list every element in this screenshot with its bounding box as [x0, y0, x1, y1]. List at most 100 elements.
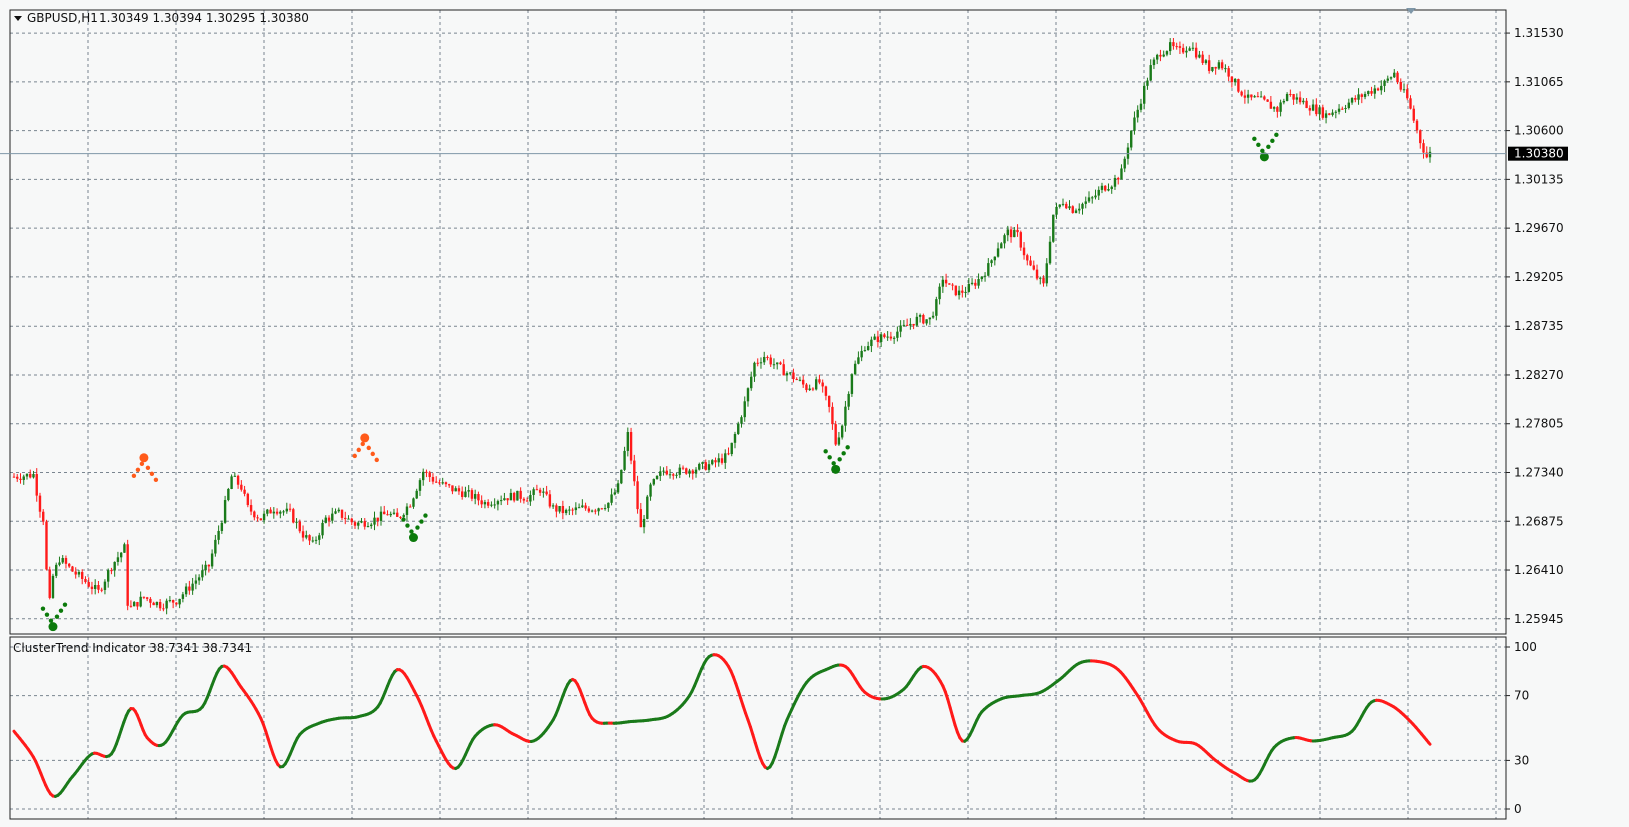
candle-body [522, 498, 526, 501]
candle-body [74, 571, 77, 575]
candle-body [977, 279, 980, 286]
candle-body [197, 577, 201, 581]
price-tick-label: 1.30135 [1514, 172, 1564, 186]
candle-body [1094, 195, 1097, 198]
candle-body [555, 505, 558, 512]
candle-body [1337, 108, 1341, 112]
candle-body [116, 557, 120, 562]
signal-dot [401, 517, 406, 522]
candle-body [1341, 108, 1344, 110]
candle-body [145, 597, 149, 599]
candle-body [1425, 152, 1428, 158]
candle-body [1419, 130, 1422, 144]
candle-body [1194, 47, 1198, 58]
candle-body [964, 291, 967, 293]
candle-body [77, 572, 81, 575]
candle-body [1207, 60, 1211, 71]
candle-body [1104, 185, 1107, 191]
candle-body [318, 535, 321, 540]
signal-dot [44, 612, 50, 617]
candle-body [704, 462, 707, 470]
signal-dot [370, 451, 375, 457]
candle-body [509, 492, 513, 501]
candle-body [772, 364, 776, 366]
candle-body [626, 432, 630, 451]
buy-signal [401, 513, 428, 543]
candle-body [587, 508, 591, 512]
candle-body [1386, 78, 1389, 81]
indicator-segment [1426, 740, 1432, 746]
candle-body [1243, 95, 1247, 98]
signal-dot [827, 455, 832, 460]
candle-body [1331, 112, 1334, 115]
candle-body [477, 494, 480, 501]
candle-body [743, 401, 746, 418]
candle-body [763, 356, 766, 363]
candle-body [1396, 72, 1399, 82]
price-tick-label: 1.28735 [1514, 319, 1564, 333]
candle-body [844, 406, 847, 426]
candle-body [136, 602, 139, 607]
candle-body [1409, 98, 1412, 109]
collapse-arrow-icon[interactable] [14, 16, 22, 21]
signal-dot [139, 461, 145, 467]
candle-body [600, 508, 604, 510]
shift-marker-icon[interactable] [1406, 8, 1416, 14]
candle-body [1289, 94, 1292, 96]
candle-body [1097, 189, 1100, 196]
candle-body [1117, 178, 1120, 180]
current-price-box [1508, 146, 1568, 161]
ohlc-readout: 1.30349 1.30394 1.30295 1.30380 [99, 11, 309, 25]
candle-body [814, 379, 818, 390]
candle-body [652, 479, 655, 485]
candle-body [701, 462, 704, 464]
candle-body [399, 516, 402, 518]
signal-dot [1252, 136, 1257, 142]
candle-body [990, 260, 993, 264]
candle-body [1204, 60, 1208, 63]
candle-body [548, 494, 552, 507]
candle-body [1110, 186, 1113, 190]
candle-body [1168, 42, 1172, 52]
candle-body [87, 582, 90, 587]
price-tick-label: 1.30600 [1514, 124, 1564, 138]
candle-body [980, 276, 984, 280]
candle-body [525, 500, 529, 502]
candle-body [292, 509, 295, 523]
candle-body [1285, 94, 1289, 101]
candle-body [870, 339, 873, 347]
candle-body [1324, 113, 1328, 118]
candle-body [454, 488, 457, 492]
candle-body [1139, 103, 1143, 110]
candle-body [866, 346, 870, 351]
candle-body [1019, 232, 1022, 248]
candle-body [876, 336, 880, 343]
candle-body [1146, 80, 1149, 86]
candle-body [142, 596, 146, 598]
candle-body [931, 315, 935, 318]
candle-body [1035, 269, 1039, 279]
candle-body [308, 535, 311, 541]
candle-body [892, 337, 896, 339]
candle-body [259, 518, 263, 521]
candle-body [181, 594, 185, 599]
candle-body [392, 512, 396, 514]
candle-body [486, 502, 490, 506]
candles [12, 38, 1432, 615]
candle-body [84, 578, 87, 583]
candle-body [1071, 206, 1074, 213]
candle-body [733, 433, 737, 443]
candle-body [1091, 197, 1094, 199]
candle-body [597, 508, 600, 512]
signal-dot-main [831, 464, 841, 474]
candle-body [29, 473, 32, 478]
candle-body [1126, 147, 1130, 159]
candle-body [1276, 107, 1279, 112]
candle-body [370, 524, 373, 527]
candle-body [899, 325, 902, 332]
candle-body [103, 581, 107, 590]
signal-dot [405, 523, 410, 528]
candle-body [711, 460, 714, 465]
candle-body [48, 569, 51, 598]
